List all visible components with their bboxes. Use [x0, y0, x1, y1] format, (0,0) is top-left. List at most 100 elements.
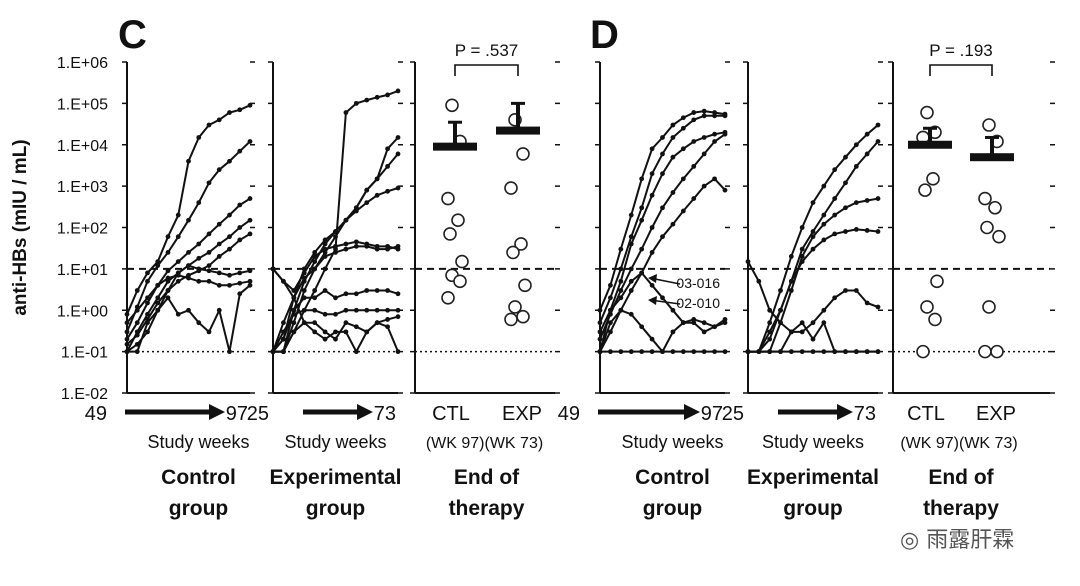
y-tick-label: 1.E+01	[57, 262, 108, 279]
data-point	[618, 295, 624, 301]
data-point	[875, 139, 881, 144]
data-point	[649, 349, 655, 355]
watermark: ◎ 雨露肝霖	[900, 522, 1014, 554]
data-point	[301, 288, 307, 293]
data-point	[237, 291, 243, 297]
data-point	[291, 320, 297, 326]
panel-letter: D	[590, 13, 619, 57]
data-point	[227, 110, 232, 115]
data-point	[134, 320, 140, 326]
data-point	[875, 349, 881, 355]
data-point	[680, 125, 686, 131]
data-point	[385, 324, 390, 330]
time-arrow-head	[684, 404, 700, 420]
data-point	[206, 231, 212, 237]
data-point	[247, 196, 253, 201]
individual-point	[978, 191, 992, 206]
data-point	[227, 282, 232, 288]
data-point	[385, 188, 390, 194]
data-point	[196, 255, 202, 261]
data-point	[124, 336, 130, 342]
individual-point	[982, 300, 996, 314]
data-point	[374, 192, 380, 198]
data-point	[216, 307, 222, 313]
data-point	[649, 225, 655, 230]
individual-point	[980, 220, 994, 235]
data-point	[353, 208, 359, 214]
x-end-label: 97	[701, 403, 723, 425]
data-point	[353, 243, 359, 249]
data-point	[385, 163, 390, 169]
category-sublabel: (WK 73)	[485, 435, 544, 452]
y-tick-label: 1.E+03	[57, 179, 108, 196]
data-point	[745, 259, 751, 264]
data-point	[680, 146, 686, 152]
data-point	[639, 349, 645, 355]
data-point	[322, 266, 328, 272]
data-point	[343, 241, 349, 247]
data-point	[853, 142, 859, 148]
data-point	[186, 250, 191, 255]
data-point	[843, 349, 848, 355]
data-point	[374, 94, 380, 100]
data-point	[270, 349, 276, 355]
subplot-title: Control	[635, 466, 710, 489]
annotation-arrow-head	[648, 274, 657, 283]
data-point	[175, 259, 181, 264]
data-point	[799, 225, 805, 230]
data-point	[843, 180, 848, 186]
data-point	[701, 151, 707, 157]
p-value-label: P = .537	[455, 41, 519, 60]
data-point	[788, 349, 794, 355]
data-point	[364, 200, 370, 205]
data-point	[281, 349, 286, 355]
data-point	[247, 102, 253, 108]
data-point	[722, 113, 728, 119]
data-point	[145, 311, 150, 317]
data-point	[767, 329, 773, 335]
data-point	[680, 208, 686, 214]
data-point	[175, 212, 181, 218]
data-point	[165, 268, 171, 274]
data-point	[124, 311, 130, 317]
data-point	[799, 246, 805, 252]
category-sublabel: (WK 97)	[426, 435, 485, 452]
data-point	[853, 349, 859, 355]
data-point	[145, 300, 150, 306]
data-point	[165, 250, 171, 255]
data-point	[810, 229, 816, 234]
data-point	[364, 288, 370, 293]
subplot-title: Experimental	[747, 466, 879, 489]
data-point	[134, 332, 140, 338]
individual-point	[918, 183, 932, 197]
y-tick-label: 1.E+05	[57, 96, 108, 113]
data-point	[395, 243, 401, 249]
individual-point	[988, 200, 1002, 215]
data-point	[608, 307, 613, 313]
data-point	[821, 307, 827, 313]
data-point	[691, 349, 697, 355]
data-point	[864, 151, 870, 157]
data-point	[618, 288, 624, 293]
data-point	[799, 329, 805, 335]
individual-point	[504, 312, 518, 327]
data-point	[767, 336, 773, 342]
data-point	[312, 307, 318, 313]
data-point	[343, 110, 349, 115]
data-point	[701, 349, 707, 355]
data-point	[227, 246, 232, 252]
data-point	[691, 110, 697, 115]
subplot-title: End of	[928, 466, 994, 489]
data-point	[649, 250, 655, 255]
data-point	[281, 329, 286, 335]
data-point	[227, 212, 232, 218]
data-point	[291, 311, 297, 317]
panel-letter: C	[118, 13, 147, 57]
data-point	[821, 237, 827, 243]
data-point	[237, 280, 243, 286]
data-point	[385, 307, 390, 313]
data-point	[206, 250, 212, 255]
annotation-arrow-head	[648, 296, 657, 305]
data-point	[124, 320, 130, 326]
data-point	[832, 231, 838, 237]
